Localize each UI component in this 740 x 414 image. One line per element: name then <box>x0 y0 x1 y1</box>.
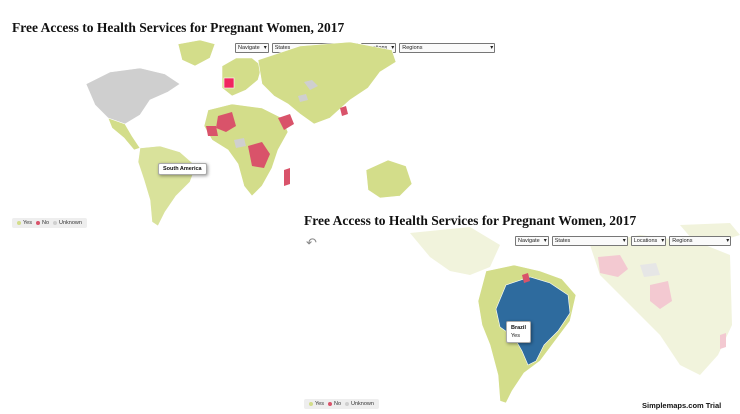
map-legend: Yes No Unknown <box>304 399 379 409</box>
guyana-no[interactable] <box>522 273 530 283</box>
south-america[interactable] <box>137 145 197 227</box>
navigate-select[interactable]: Navigate <box>235 43 269 53</box>
navigate-select[interactable]: Navigate <box>515 236 549 246</box>
north-america-unknown[interactable] <box>85 67 181 125</box>
legend-unknown[interactable]: Unknown <box>345 401 374 407</box>
asia[interactable] <box>257 41 397 125</box>
legend-unknown[interactable]: Unknown <box>53 220 82 226</box>
tooltip-value: Yes <box>511 333 520 339</box>
states-select[interactable]: States <box>551 236 628 246</box>
map-legend: Yes No Unknown <box>12 218 87 228</box>
world-map[interactable] <box>0 0 740 230</box>
africa-no-4[interactable] <box>278 114 294 130</box>
legend-yes-label: Yes <box>23 220 32 226</box>
legend-yes-label: Yes <box>315 401 324 407</box>
legend-unknown-label: Unknown <box>351 401 374 407</box>
regions-select[interactable]: Regions <box>669 236 732 246</box>
faded-africa-no-1[interactable] <box>598 255 628 277</box>
regions-select[interactable]: Regions <box>399 43 496 53</box>
faded-africa-unknown[interactable] <box>640 263 660 277</box>
map-controls-zoomed: Navigate States Locations Regions <box>515 236 732 246</box>
faded-africa-no-2[interactable] <box>650 281 672 309</box>
legend-unknown-label: Unknown <box>59 220 82 226</box>
legend-no-label: No <box>333 401 342 407</box>
south-america-map[interactable] <box>300 205 740 414</box>
map-title-zoomed: Free Access to Health Services for Pregn… <box>304 213 637 228</box>
back-arrow-icon[interactable]: ↶ <box>306 235 317 250</box>
locations-select[interactable]: Locations <box>630 236 667 246</box>
madagascar[interactable] <box>284 168 290 186</box>
zoomed-map-panel: Free Access to Health Services for Pregn… <box>300 205 740 414</box>
map-tooltip: South America <box>158 163 207 175</box>
simplemaps-credit[interactable]: Simplemaps.com Trial <box>642 401 722 410</box>
asia-unknown-1[interactable] <box>304 80 318 90</box>
europe[interactable] <box>221 57 263 97</box>
world-map-panel: Free Access to Health Services for Pregn… <box>0 0 740 230</box>
africa-no-2[interactable] <box>206 126 218 136</box>
legend-unknown-dot <box>53 221 58 225</box>
faded-africa-no-3[interactable] <box>720 333 726 349</box>
tooltip-label: Brazil <box>511 325 526 331</box>
legend-no-dot <box>327 402 332 406</box>
mexico-central-america[interactable] <box>107 117 141 151</box>
asia-unknown-2[interactable] <box>298 94 308 102</box>
africa-no-3[interactable] <box>248 142 270 168</box>
legend-no[interactable]: No <box>35 220 50 226</box>
legend-unknown-dot <box>345 402 350 406</box>
faded-north-america[interactable] <box>410 227 500 275</box>
legend-no-label: No <box>41 220 50 226</box>
map-title: Free Access to Health Services for Pregn… <box>12 20 345 35</box>
map-tooltip: Brazil Yes <box>506 321 531 343</box>
africa-unknown[interactable] <box>234 138 246 148</box>
australia[interactable] <box>365 159 413 199</box>
asia-no[interactable] <box>340 106 348 116</box>
africa[interactable] <box>203 103 289 197</box>
legend-yes[interactable]: Yes <box>309 401 324 407</box>
africa-no-1[interactable] <box>216 112 236 132</box>
greenland[interactable] <box>177 39 216 67</box>
legend-no-dot <box>35 221 40 225</box>
legend-yes-dot <box>17 221 21 225</box>
legend-no[interactable]: No <box>327 401 342 407</box>
tooltip-label: South America <box>163 166 202 172</box>
legend-yes[interactable]: Yes <box>17 220 32 226</box>
legend-yes-dot <box>309 402 313 406</box>
brazil[interactable] <box>495 276 571 366</box>
highlighted-country[interactable] <box>223 77 235 89</box>
